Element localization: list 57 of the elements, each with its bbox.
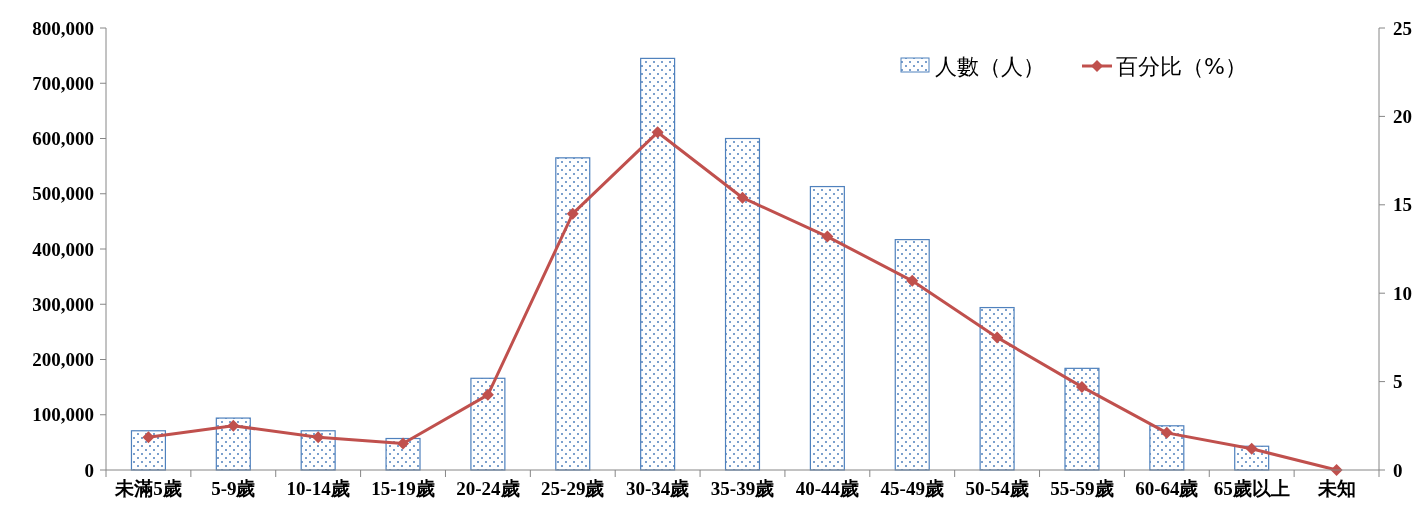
point (736, 191, 749, 204)
x-tick-label: 15-19歲 (371, 478, 435, 499)
y-tick-label: 800,000 (32, 17, 94, 39)
y2-tick-label: 15 (1393, 194, 1412, 216)
point (651, 126, 664, 139)
y-tick-label: 700,000 (32, 72, 94, 94)
point (481, 388, 494, 401)
bar (130, 430, 167, 471)
bar (979, 306, 1015, 471)
bar (555, 157, 591, 471)
x-tick-label: 5-9歲 (211, 478, 256, 499)
y-tick-label: 100,000 (32, 404, 94, 426)
point (566, 207, 579, 220)
x-tick-label: 未滿5歲 (114, 478, 182, 499)
bar (894, 239, 930, 471)
x-tick-label: 40-44歲 (795, 478, 860, 499)
y-tick-label: 600,000 (32, 128, 94, 149)
point (397, 437, 410, 450)
x-tick-label: 10-14歲 (286, 478, 350, 499)
legend-label: 人數（人） (935, 53, 1045, 79)
x-tick-label: 60-64歲 (1135, 478, 1199, 499)
bar (640, 57, 676, 471)
x-tick-label: 45-49歲 (880, 478, 944, 499)
point (142, 431, 155, 444)
bar (1149, 425, 1185, 471)
y-tick-label: 0 (84, 459, 94, 481)
y-tick-label: 200,000 (32, 349, 94, 370)
y2-tick-label: 10 (1393, 282, 1412, 304)
x-tick-label: 50-54歲 (965, 478, 1029, 499)
bar (215, 417, 251, 471)
x-tick-label: 25-29歲 (541, 478, 605, 499)
bar (470, 377, 506, 471)
point (906, 274, 919, 287)
y2-tick-label: 20 (1393, 105, 1412, 127)
y2-tick-label: 0 (1393, 459, 1403, 481)
x-tick-label: 20-24歲 (456, 478, 520, 499)
legend-label: 百分比（%） (1116, 53, 1247, 79)
y-tick-label: 300,000 (32, 293, 94, 315)
y-tick-label: 400,000 (32, 238, 94, 260)
point (312, 431, 325, 444)
bar (809, 185, 845, 471)
x-tick-label: 65歲以上 (1213, 478, 1290, 499)
point (991, 331, 1004, 344)
y2-tick-label: 5 (1393, 371, 1403, 393)
y-tick-label: 500,000 (32, 183, 94, 205)
point (1160, 426, 1173, 439)
x-tick-label: 35-39歲 (710, 478, 775, 499)
point (821, 230, 834, 243)
x-tick-label: 30-34歲 (625, 478, 690, 499)
point (1075, 380, 1088, 393)
point (227, 419, 240, 432)
x-tick-label: 55-59歲 (1050, 478, 1114, 499)
x-tick-label: 未知 (1316, 478, 1356, 499)
bar (1064, 367, 1100, 471)
point (1245, 442, 1258, 455)
bar (724, 137, 761, 471)
y2-tick-label: 25 (1393, 17, 1412, 39)
